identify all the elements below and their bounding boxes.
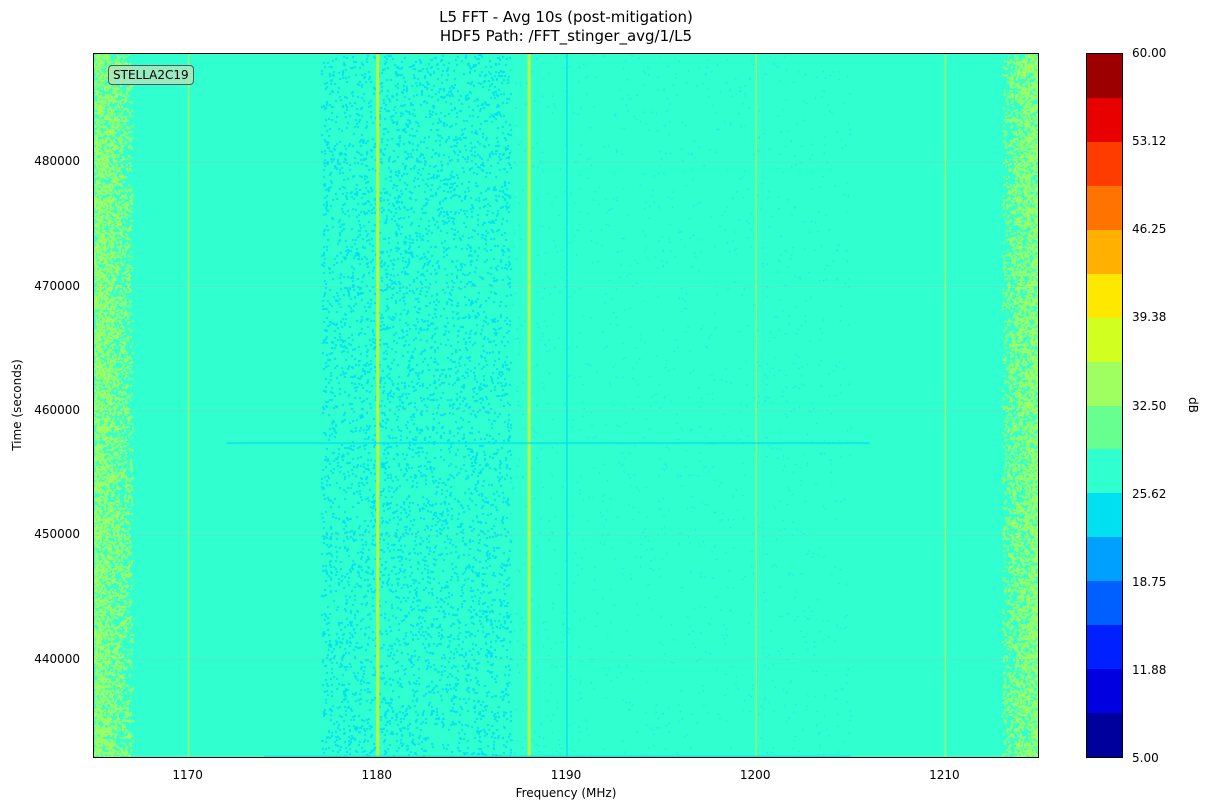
y-axis-label: Time (seconds)	[10, 359, 24, 451]
colorbar-tick-label: 60.00	[1132, 46, 1167, 60]
colorbar-tick-label: 53.12	[1132, 134, 1167, 149]
x-tick-label: 1180	[361, 768, 393, 782]
colorbar-tick-label: 46.25	[1132, 222, 1167, 237]
colorbar-segment	[1087, 405, 1122, 450]
colorbar-segment	[1087, 97, 1122, 142]
colorbar-segment	[1087, 141, 1122, 186]
colorbar-label: dB	[1186, 397, 1200, 413]
x-tick-label: 1170	[172, 768, 203, 782]
colorbar-tick-label: 25.62	[1132, 486, 1167, 501]
overlay-marks	[94, 54, 1038, 757]
y-tick-label: 480000	[34, 154, 80, 169]
y-tick-label: 470000	[34, 278, 80, 293]
chart-title: L5 FFT - Avg 10s (post-mitigation)	[439, 8, 693, 26]
station-label: STELLA2C19	[108, 65, 194, 85]
y-tick-label: 460000	[34, 402, 80, 417]
colorbar-segment	[1087, 625, 1122, 670]
colorbar	[1086, 53, 1123, 758]
colorbar-segment	[1087, 54, 1122, 98]
colorbar-segment	[1087, 537, 1122, 582]
x-tick-label: 1200	[739, 768, 771, 782]
colorbar-tick-label: 11.88	[1132, 662, 1167, 677]
colorbar-segment	[1087, 493, 1122, 538]
spectrogram-heatmap	[94, 54, 1038, 757]
colorbar-segment	[1087, 185, 1122, 230]
y-tick-label: 450000	[34, 527, 80, 542]
plot-area: STELLA2C19	[93, 53, 1039, 758]
x-tick-label: 1210	[929, 768, 960, 782]
colorbar-segment	[1087, 273, 1122, 318]
colorbar-segment	[1087, 229, 1122, 274]
colorbar-segment	[1087, 581, 1122, 626]
x-axis-label: Frequency (MHz)	[515, 786, 617, 800]
colorbar-segment	[1087, 669, 1122, 714]
colorbar-segment	[1087, 317, 1122, 362]
colorbar-segment	[1087, 713, 1122, 757]
y-tick-label: 440000	[34, 651, 80, 666]
colorbar-tick-label: 18.75	[1132, 574, 1167, 589]
colorbar-tick-label: 39.38	[1132, 310, 1167, 325]
x-tick-label: 1190	[550, 768, 582, 782]
colorbar-tick-label: 5.00	[1132, 751, 1159, 765]
colorbar-segment	[1087, 449, 1122, 494]
chart-subtitle: HDF5 Path: /FFT_stinger_avg/1/L5	[439, 27, 693, 45]
colorbar-segment	[1087, 361, 1122, 406]
colorbar-tick-label: 32.50	[1132, 398, 1167, 413]
